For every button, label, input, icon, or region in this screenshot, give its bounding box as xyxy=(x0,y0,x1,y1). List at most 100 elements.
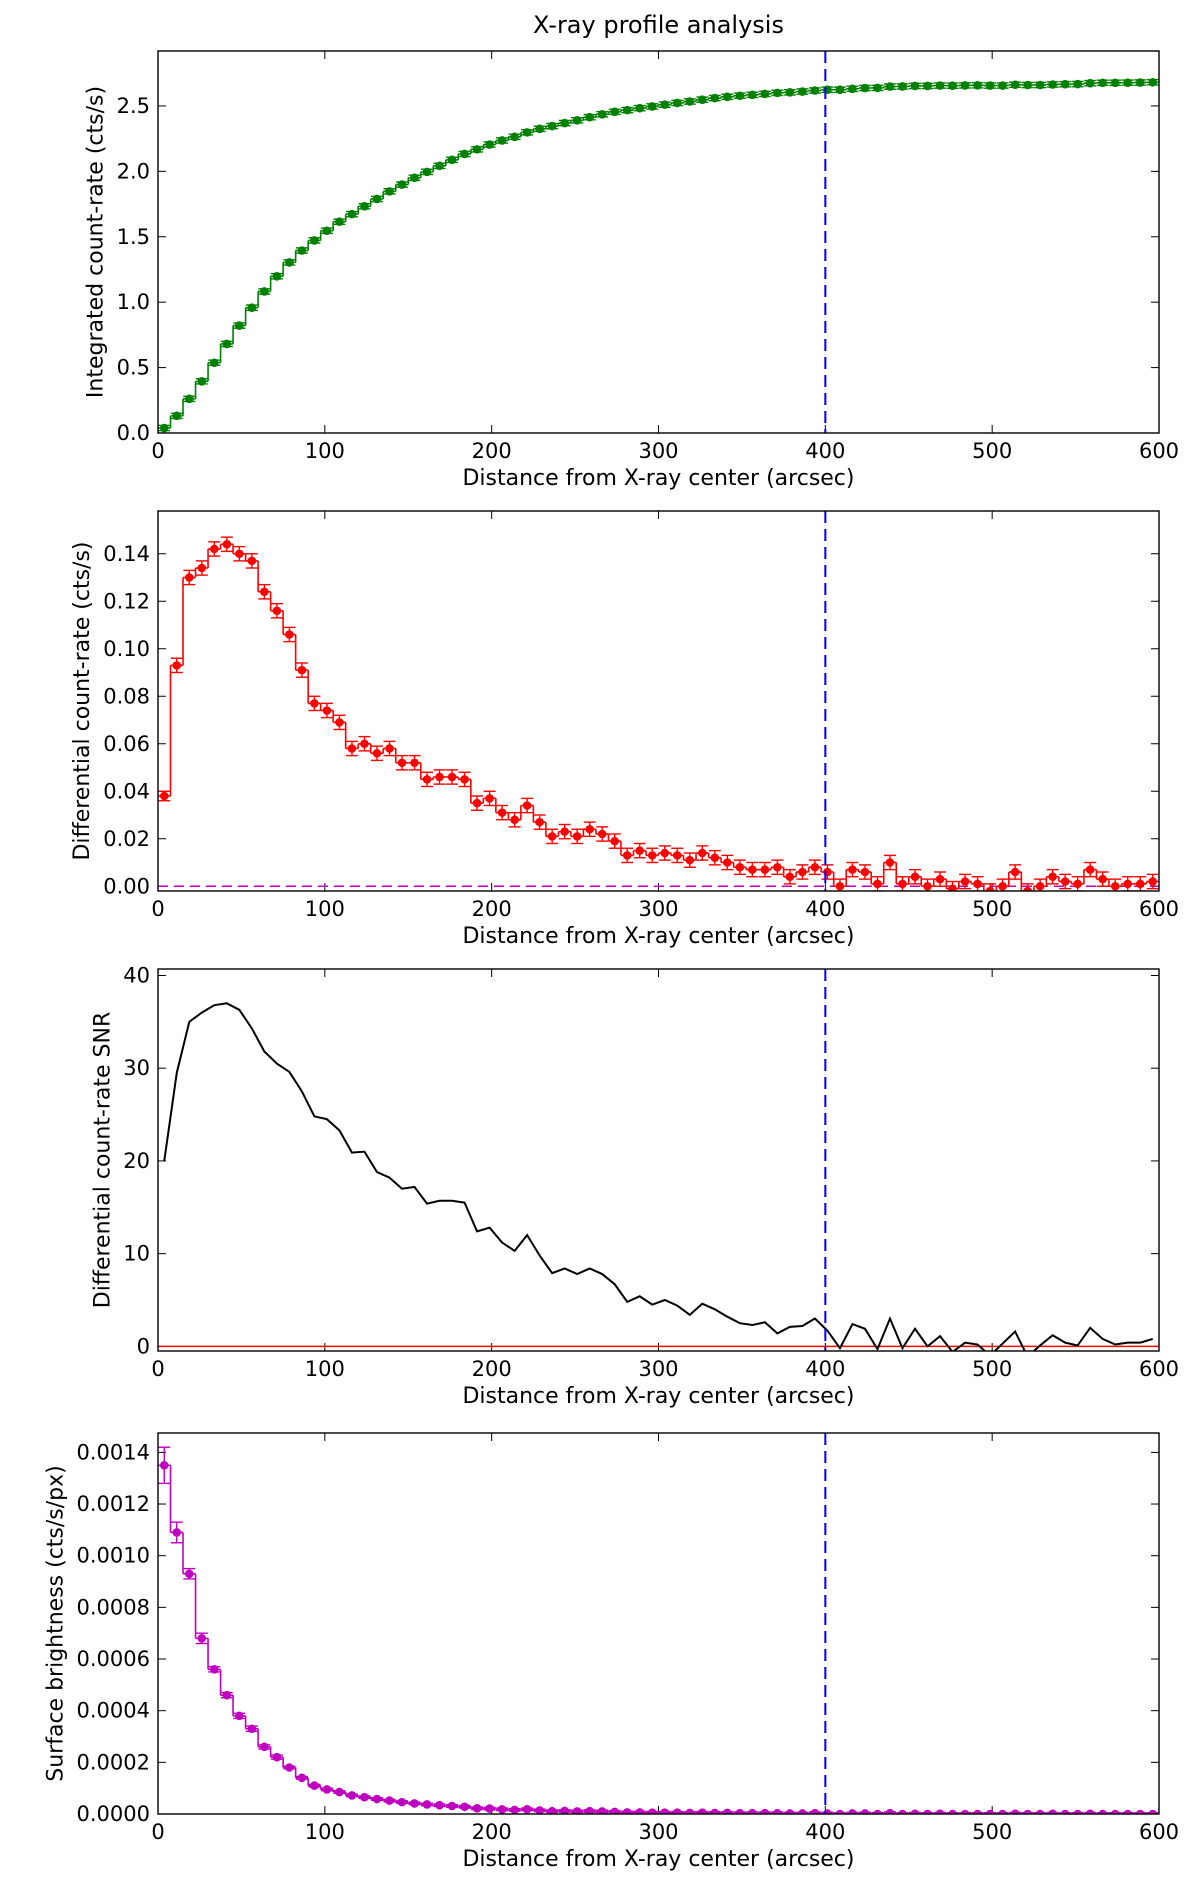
plot-frame xyxy=(157,968,1160,1352)
marker xyxy=(610,836,620,846)
marker xyxy=(447,155,457,165)
marker xyxy=(810,1808,820,1814)
marker xyxy=(1073,79,1082,89)
marker xyxy=(572,832,582,841)
subplot: X-ray profile analysis 0 100 200 300 400 500 60… xyxy=(84,11,1179,491)
y-tick-label: 0.02 xyxy=(103,827,150,851)
marker xyxy=(760,89,770,99)
marker xyxy=(385,1796,394,1805)
x-tick-label: 100 xyxy=(305,439,345,463)
marker xyxy=(848,865,857,874)
x-tick-label: 100 xyxy=(305,1357,345,1381)
marker xyxy=(1085,865,1095,874)
marker xyxy=(798,867,807,877)
marker xyxy=(798,87,807,96)
x-axis-label: Distance from X-ray center (arcsec) xyxy=(462,1384,854,1409)
marker xyxy=(247,303,257,312)
marker xyxy=(660,1808,670,1814)
plot-background xyxy=(158,511,1159,891)
subplot: 0 100 200 300 400 500 600 0 10 20 30 40 Distance fro… xyxy=(90,963,1179,1409)
marker xyxy=(660,848,670,858)
y-tick-label: 0.0 xyxy=(117,421,150,445)
marker xyxy=(647,851,657,860)
marker xyxy=(360,739,369,749)
marker xyxy=(948,81,957,90)
marker xyxy=(948,884,957,891)
marker xyxy=(773,88,782,98)
marker xyxy=(159,791,169,801)
marker xyxy=(547,1806,557,1814)
marker xyxy=(322,1785,332,1794)
y-tick-label: 10 xyxy=(123,1242,150,1266)
marker xyxy=(260,1742,269,1752)
marker xyxy=(322,706,332,715)
marker xyxy=(1135,879,1145,889)
marker xyxy=(710,93,720,103)
marker xyxy=(810,86,820,95)
subplot: 0 100 200 300 400 500 600 0.0000 0.0002 0.0004 0.0… xyxy=(44,1432,1179,1872)
x-tick-label: 500 xyxy=(972,1357,1012,1381)
marker xyxy=(535,1806,544,1814)
marker xyxy=(222,1690,232,1700)
marker xyxy=(197,1634,207,1643)
plot-frame xyxy=(157,50,1160,434)
marker xyxy=(597,110,607,119)
marker xyxy=(735,91,745,101)
marker xyxy=(635,846,645,855)
y-tick-label: 0.5 xyxy=(117,356,150,380)
marker xyxy=(773,862,782,872)
marker xyxy=(935,81,945,90)
y-tick-label: 0.08 xyxy=(103,684,150,708)
marker xyxy=(960,877,970,886)
marker xyxy=(460,775,469,784)
marker xyxy=(585,1806,594,1814)
marker xyxy=(910,81,920,91)
marker xyxy=(1035,80,1045,90)
marker xyxy=(497,808,507,817)
marker xyxy=(322,226,332,236)
y-tick-label: 0.0002 xyxy=(77,1750,150,1774)
marker xyxy=(873,83,882,93)
marker xyxy=(285,630,294,639)
marker xyxy=(222,539,232,549)
y-tick-label: 0.14 xyxy=(103,542,150,566)
marker xyxy=(222,339,232,349)
marker xyxy=(260,287,269,296)
marker xyxy=(297,246,307,255)
marker xyxy=(335,1787,344,1797)
marker xyxy=(898,879,907,889)
marker xyxy=(522,801,532,810)
marker xyxy=(410,173,419,183)
marker xyxy=(285,258,294,267)
marker xyxy=(885,82,895,91)
x-tick-label: 600 xyxy=(1139,439,1179,463)
marker xyxy=(760,865,770,874)
marker xyxy=(723,858,732,867)
marker xyxy=(1048,872,1057,882)
marker xyxy=(1110,881,1120,891)
marker xyxy=(184,573,194,582)
x-tick-label: 300 xyxy=(638,1820,678,1844)
marker xyxy=(335,217,344,227)
marker xyxy=(560,118,569,128)
marker xyxy=(335,718,344,727)
marker xyxy=(235,321,244,330)
marker xyxy=(385,187,394,196)
marker xyxy=(184,394,194,404)
marker xyxy=(360,201,369,211)
marker xyxy=(547,121,557,131)
y-tick-label: 0.0010 xyxy=(77,1544,150,1568)
marker xyxy=(923,881,932,891)
y-tick-label: 0.10 xyxy=(103,637,150,661)
marker xyxy=(535,817,544,827)
marker xyxy=(310,1781,319,1790)
marker xyxy=(522,128,532,137)
marker xyxy=(910,872,920,882)
marker xyxy=(472,145,482,154)
marker xyxy=(1023,886,1032,891)
x-tick-label: 100 xyxy=(305,1820,345,1844)
marker xyxy=(210,358,219,368)
marker xyxy=(1123,78,1133,87)
x-tick-label: 200 xyxy=(472,897,512,921)
